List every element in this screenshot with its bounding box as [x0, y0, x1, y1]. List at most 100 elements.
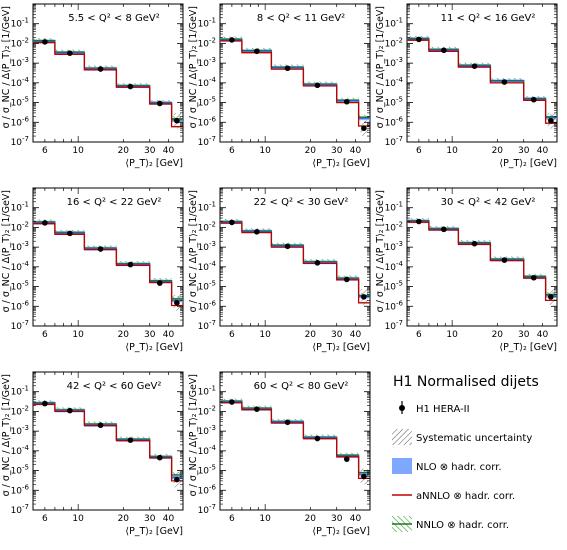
data-point	[441, 226, 447, 233]
legend-symbol	[392, 429, 412, 445]
plot-frame	[32, 371, 184, 511]
data-point	[314, 260, 321, 266]
y-tick-label: 10-1	[11, 17, 29, 30]
y-tick-label: 10-4	[11, 76, 30, 89]
x-tick-label: 30	[518, 146, 530, 156]
legend-label: aNNLO ⊗ hadr. corr.	[416, 491, 515, 502]
plot-frame	[32, 187, 184, 327]
y-tick-label: 10-2	[385, 36, 403, 49]
y-tick-label: 10-2	[11, 220, 29, 233]
x-tick-label: 30	[331, 330, 343, 340]
y-tick-label: 10-4	[385, 260, 404, 273]
data-point	[530, 274, 537, 281]
data-point	[97, 422, 104, 429]
y-axis-title: σ / σ_NC / Δ⟨P_T⟩₂ [1/GeV]	[188, 6, 199, 128]
data-point	[361, 125, 367, 132]
plot-frame	[219, 3, 371, 143]
x-tick-label: 6	[416, 146, 422, 156]
x-tick-label: 20	[492, 330, 504, 340]
data-point	[441, 47, 447, 54]
chart-panel-4: 10-1 10-2 10-3 10-4 10-5 10-6 10-7 6 10 20 30 40 16 …	[1, 187, 184, 353]
annlo-line	[407, 39, 557, 124]
y-tick-label: 10-2	[198, 36, 216, 49]
data-point	[42, 220, 48, 226]
y-tick-label: 10-5	[385, 96, 403, 109]
y-tick-label: 10-3	[385, 240, 403, 253]
data-point	[97, 246, 104, 252]
x-tick-label: 40	[163, 146, 175, 156]
x-axis-title: ⟨P_T⟩₂ [GeV]	[312, 526, 370, 537]
data-point	[229, 399, 235, 405]
panel-title: 5.5 < Q² < 8 GeV²	[68, 13, 160, 24]
y-axis-title: σ / σ_NC / Δ⟨P_T⟩₂ [1/GeV]	[188, 374, 199, 496]
x-tick-label: 20	[305, 146, 317, 156]
y-tick-label: 10-6	[198, 299, 217, 312]
y-tick-label: 10-2	[198, 220, 216, 233]
data-point	[501, 79, 508, 85]
y-tick-label: 10-7	[11, 503, 29, 516]
data-point	[254, 229, 260, 235]
annlo-line	[33, 41, 183, 128]
data-point	[284, 243, 291, 250]
y-tick-label: 10-2	[11, 36, 29, 49]
x-tick-label: 20	[492, 146, 504, 156]
x-tick-label: 30	[144, 330, 156, 340]
y-tick-label: 10-2	[198, 404, 216, 417]
chart-panel-3: 10-1 10-2 10-3 10-4 10-5 10-6 10-7 6 10 20 30 40 11 …	[375, 3, 558, 169]
y-tick-label: 10-6	[385, 115, 404, 128]
x-tick-label: 20	[305, 330, 317, 340]
data-point	[229, 37, 235, 43]
y-tick-label: 10-6	[198, 115, 217, 128]
y-tick-label: 10-1	[198, 385, 216, 398]
x-tick-label: 30	[331, 146, 343, 156]
y-tick-label: 10-3	[11, 56, 29, 69]
y-tick-label: 10-6	[11, 115, 30, 128]
legend-title: H1 Normalised dijets	[393, 374, 539, 390]
data-point	[254, 48, 260, 55]
y-tick-label: 10-4	[385, 76, 404, 89]
x-tick-label: 40	[537, 330, 549, 340]
chart-panel-5: 10-1 10-2 10-3 10-4 10-5 10-6 10-7 6 10 20 30 40 22 …	[188, 187, 371, 353]
y-axis-title: σ / σ_NC / Δ⟨P_T⟩₂ [1/GeV]	[375, 6, 386, 128]
plot-frame	[406, 3, 558, 143]
x-tick-label: 10	[446, 330, 458, 340]
y-axis-title: σ / σ_NC / Δ⟨P_T⟩₂ [1/GeV]	[1, 6, 12, 128]
y-tick-label: 10-3	[11, 240, 29, 253]
y-tick-label: 10-7	[11, 135, 29, 148]
x-tick-label: 40	[537, 146, 549, 156]
y-tick-label: 10-7	[198, 503, 216, 516]
x-tick-label: 10	[259, 330, 271, 340]
x-tick-label: 20	[118, 330, 130, 340]
x-axis-title: ⟨P_T⟩₂ [GeV]	[125, 342, 183, 353]
y-tick-label: 10-5	[198, 280, 216, 293]
x-tick-label: 6	[229, 330, 235, 340]
y-tick-label: 10-1	[198, 201, 216, 214]
panel-title: 22 < Q² < 30 GeV²	[254, 197, 349, 208]
y-tick-label: 10-2	[385, 220, 403, 233]
legend-entry-blue-box: NLO ⊗ hadr. corr.	[392, 458, 502, 474]
data-point	[361, 294, 367, 300]
x-tick-label: 6	[42, 146, 48, 156]
chart-panel-7: 10-1 10-2 10-3 10-4 10-5 10-6 10-7 6 10 20 30 40 42 …	[1, 371, 184, 537]
data-point	[156, 280, 163, 286]
y-axis-title: σ / σ_NC / Δ⟨P_T⟩₂ [1/GeV]	[375, 190, 386, 312]
data-point	[127, 83, 134, 90]
x-axis-title: ⟨P_T⟩₂ [GeV]	[499, 158, 557, 169]
data-point	[127, 261, 134, 268]
data-point	[471, 240, 478, 247]
data-point	[314, 82, 321, 89]
chart-panel-8: 10-1 10-2 10-3 10-4 10-5 10-6 10-7 6 10 20 30 40 60 …	[188, 371, 371, 537]
y-tick-label: 10-1	[11, 385, 29, 398]
y-tick-label: 10-4	[198, 260, 217, 273]
x-tick-label: 6	[42, 330, 48, 340]
y-tick-label: 10-7	[11, 319, 29, 332]
data-point	[416, 218, 422, 225]
x-axis-title: ⟨P_T⟩₂ [GeV]	[125, 526, 183, 537]
y-tick-label: 10-7	[385, 135, 403, 148]
plot-frame	[219, 187, 371, 327]
x-tick-label: 40	[350, 330, 362, 340]
annlo-line	[407, 221, 557, 302]
annlo-line	[220, 401, 370, 480]
data-point	[343, 456, 350, 462]
